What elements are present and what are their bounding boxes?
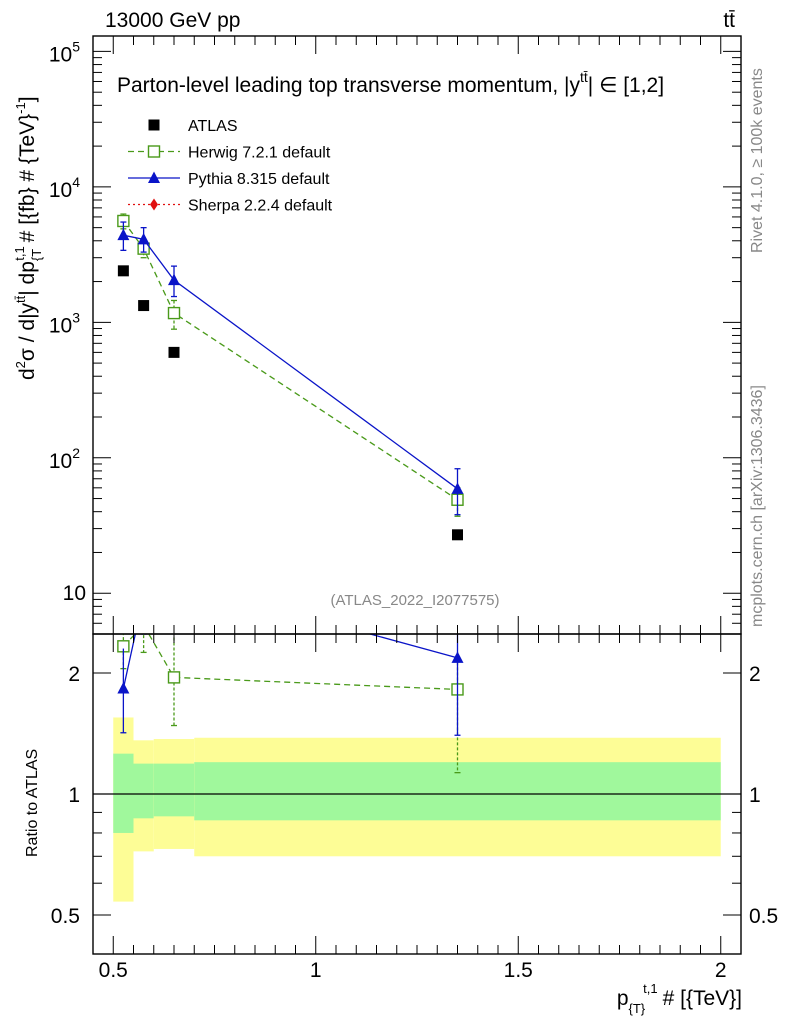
plot-title-text: Parton-level leading top transverse mome… <box>117 74 581 97</box>
plot-title-sup: tt̄ <box>580 69 588 85</box>
x-tick-label: 1 <box>310 959 322 982</box>
y-tick-label: 103 <box>49 309 80 337</box>
series-line <box>122 220 458 501</box>
data-point <box>117 265 129 277</box>
mcplots-label: mcplots.cern.ch [arXiv:1306.3436] <box>749 385 766 627</box>
data-point <box>138 300 150 312</box>
legend-marker <box>148 119 160 131</box>
legend: ATLAS Herwig 7.2.1 default Pythia 8.315 de… <box>128 118 333 215</box>
band-green <box>133 763 154 819</box>
y-axis-label: d2σ / d|ytt̄| dp{Tt,1# [{fb} # {TeV}-1] <box>12 96 44 380</box>
rivet-label: Rivet 4.1.0, ≥ 100k events <box>749 68 766 253</box>
data-point <box>451 482 464 494</box>
y-tick-label: 10 <box>63 582 86 605</box>
main-plot-series <box>117 213 464 541</box>
data-point <box>167 306 181 320</box>
y-tick-label: 105 <box>49 38 80 66</box>
ratio-y-tick-label-right: 1 <box>749 784 761 807</box>
data-point <box>168 273 180 286</box>
energy-label: 13000 GeV pp <box>105 9 240 32</box>
ratio-plot-frame <box>92 633 742 955</box>
y-tick-label: 102 <box>49 445 80 473</box>
x-tick-label: 1.5 <box>504 959 533 982</box>
ratio-point <box>138 620 149 631</box>
legend-marker <box>147 145 161 158</box>
data-point <box>168 346 180 358</box>
x-tick-label: 2 <box>715 959 727 982</box>
ratio-point <box>451 651 464 663</box>
ratio-y-tick-label: 1 <box>68 784 80 807</box>
ratio-series <box>117 574 464 774</box>
ratio-y-tick-label: 0.5 <box>51 905 80 928</box>
band-green <box>113 753 134 833</box>
ratio-y-tick-label-right: 0.5 <box>749 905 778 928</box>
legend-label: Sherpa 2.2.4 default <box>188 198 333 215</box>
ratio-point <box>168 574 180 586</box>
band-green <box>153 763 195 817</box>
legend-marker <box>150 198 158 211</box>
ratio-point <box>138 590 150 602</box>
plot-title: Parton-level leading top transverse mome… <box>117 69 664 97</box>
ratio-point <box>117 681 130 694</box>
analysis-watermark: (ATLAS_2022_I2077575) <box>330 592 499 609</box>
legend-marker <box>148 171 160 183</box>
ratio-y-tick-label-right: 2 <box>749 663 761 686</box>
ratio-y-tick-label: 2 <box>68 663 80 686</box>
data-point <box>117 228 130 241</box>
x-axis-label: p{T}t,1 # [{TeV}] <box>617 981 742 1016</box>
ratio-point <box>167 671 181 684</box>
data-point <box>452 529 463 541</box>
ratio-y-label: Ratio to ATLAS <box>24 749 41 857</box>
legend-label: Pythia 8.315 default <box>188 171 330 188</box>
ratio-uncertainty-bands <box>93 717 741 902</box>
y-tick-label: 104 <box>49 174 80 202</box>
data-point <box>137 232 150 245</box>
x-tick-label: 0.5 <box>99 959 128 982</box>
plot-title-suffix: | ∈ [1,2] <box>588 74 664 97</box>
process-label: tt̄ <box>723 9 735 32</box>
legend-label: Herwig 7.2.1 default <box>188 145 331 162</box>
series-line <box>123 234 458 490</box>
band-green <box>194 762 721 821</box>
legend-label: ATLAS <box>188 118 238 135</box>
